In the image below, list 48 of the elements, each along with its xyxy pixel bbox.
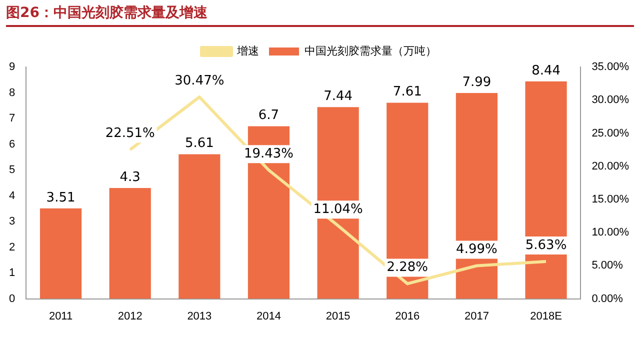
data-label: 5.63% — [525, 238, 567, 253]
data-label: 2.28% — [386, 260, 428, 276]
data-label: 22.51% — [105, 126, 155, 142]
bar — [109, 188, 151, 299]
y-tick-label: 2 — [8, 241, 16, 254]
y2-tick-label: 0.00% — [592, 292, 624, 305]
data-label: 4.3 — [120, 170, 140, 185]
data-label: 30.47% — [174, 73, 224, 88]
y-tick-label: 8 — [8, 86, 16, 99]
bar — [178, 154, 220, 299]
y-tick-label: 7 — [8, 112, 16, 125]
bar — [525, 81, 567, 299]
data-label: 6.7 — [258, 108, 280, 124]
y2-tick-label: 35.00% — [592, 61, 630, 74]
x-tick-label: 2017 — [464, 310, 489, 322]
y-tick-label: 6 — [8, 138, 16, 150]
y2-tick-label: 15.00% — [592, 193, 630, 206]
data-label: 19.43% — [244, 146, 294, 162]
y2-tick-label: 5.00% — [592, 260, 624, 272]
x-tick-label: 2012 — [118, 310, 142, 322]
data-label: 7.99 — [462, 74, 492, 90]
legend-label: 增速 — [236, 44, 259, 58]
y2-tick-label: 25.00% — [592, 127, 630, 140]
y-tick-label: 1 — [8, 267, 16, 280]
y2-tick-label: 10.00% — [592, 226, 630, 239]
legend-label: 中国光刻胶需求量（万吨） — [304, 44, 436, 58]
data-label: 8.44 — [532, 63, 561, 78]
data-label: 4.99% — [456, 242, 498, 258]
data-label: 11.04% — [313, 202, 363, 218]
data-label: 7.61 — [392, 84, 422, 100]
x-tick-label: 2011 — [48, 310, 73, 322]
data-label: 7.44 — [324, 89, 353, 104]
y2-tick-label: 20.00% — [592, 160, 630, 172]
y-tick-label: 9 — [8, 61, 16, 74]
bar — [40, 208, 82, 299]
y-tick-label: 5 — [8, 164, 16, 176]
chart-title: 图26：中国光刻胶需求量及增速 — [6, 4, 634, 27]
x-tick-label: 2014 — [256, 310, 281, 322]
y-tick-label: 0 — [8, 292, 16, 305]
data-label: 3.51 — [46, 190, 76, 206]
x-tick-label: 2016 — [395, 310, 420, 322]
y-tick-label: 4 — [8, 190, 16, 202]
y2-tick-label: 30.00% — [592, 94, 630, 106]
x-tick-label: 2018E — [530, 310, 562, 322]
x-tick-label: 2015 — [326, 310, 350, 322]
y-tick-label: 3 — [8, 216, 16, 228]
data-label: 5.61 — [184, 136, 214, 152]
x-tick-label: 2013 — [187, 310, 212, 322]
